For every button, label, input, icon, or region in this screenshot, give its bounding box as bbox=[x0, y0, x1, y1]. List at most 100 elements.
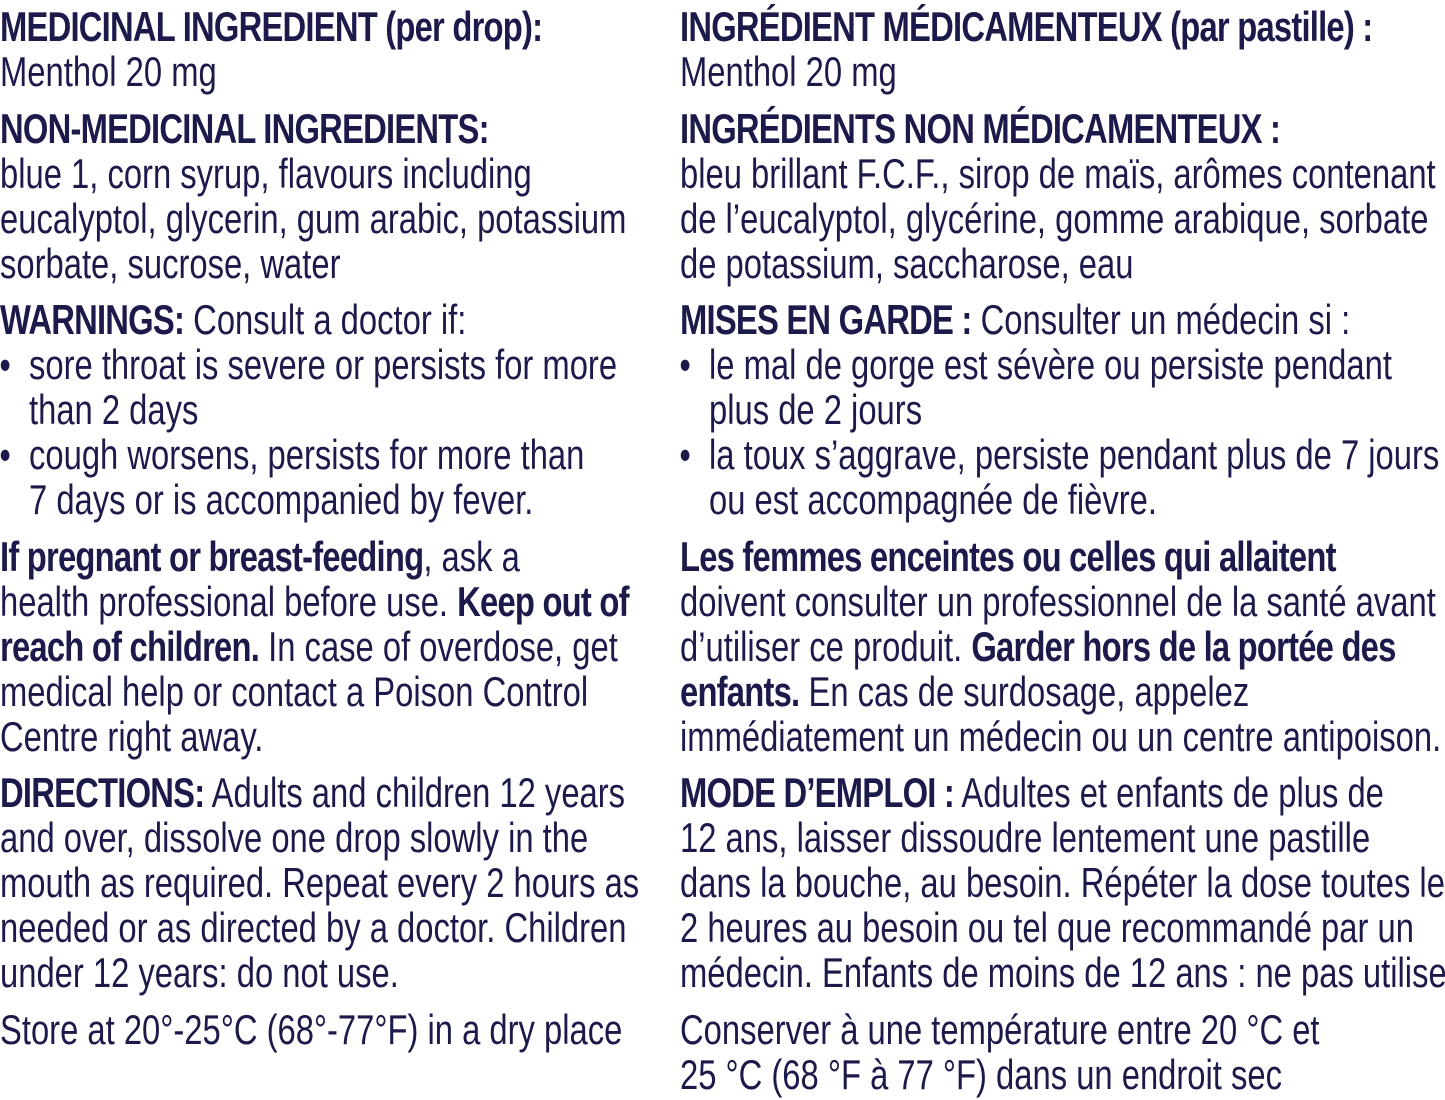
body-text: d’utiliser ce produit. bbox=[680, 622, 972, 670]
bold-text: MEDICINAL INGREDIENT (per drop): bbox=[0, 3, 543, 50]
body-text: Menthol 20 mg bbox=[0, 48, 217, 95]
text-line: needed or as directed by a doctor. Child… bbox=[0, 903, 626, 953]
french-column: INGRÉDIENT MÉDICAMENTEUX (par pastille) … bbox=[679, 0, 1445, 1100]
text-line: • cough worsens, persists for more than bbox=[0, 430, 585, 480]
bold-text: INGRÉDIENTS NON MÉDICAMENTEUX : bbox=[680, 104, 1281, 152]
english-column: MEDICINAL INGREDIENT (per drop): Menthol … bbox=[0, 0, 670, 1098]
text-line: Menthol 20 mg bbox=[0, 47, 217, 97]
body-text: ou est accompagnée de fièvre. bbox=[709, 476, 1158, 523]
text-line: • sore throat is severe or persists for m… bbox=[0, 340, 618, 390]
bold-text: MISES EN GARDE : bbox=[680, 296, 972, 343]
body-text: de l’eucalyptol, glycérine, gomme arabiq… bbox=[680, 194, 1429, 242]
text-line: ou est accompagnée de fièvre. bbox=[709, 475, 1157, 525]
text-line: Les femmes enceintes ou celles qui allai… bbox=[680, 532, 1337, 582]
text-line: INGRÉDIENT MÉDICAMENTEUX (par pastille) … bbox=[680, 2, 1373, 52]
bold-text: reach of children. bbox=[0, 622, 260, 670]
text-line: Store at 20°-25°C (68°-77°F) in a dry pl… bbox=[0, 1005, 622, 1055]
body-text: , ask a bbox=[423, 532, 520, 580]
text-line: 7 days or is accompanied by fever. bbox=[29, 475, 533, 525]
bullet-icon: • bbox=[0, 341, 11, 388]
body-text: Adults and children 12 years bbox=[204, 769, 626, 816]
text-line: than 2 days bbox=[29, 385, 198, 435]
text-line: • le mal de gorge est sévère ou persiste … bbox=[679, 340, 1392, 390]
text-line: MEDICINAL INGREDIENT (per drop): bbox=[0, 2, 543, 52]
body-text: 25 °C (68 °F à 77 °F) dans un endroit se… bbox=[680, 1050, 1282, 1098]
bold-text: Keep out of bbox=[457, 577, 629, 625]
body-text: 2 heures au besoin ou tel que recommandé… bbox=[680, 904, 1414, 951]
body-text: immédiatement un médecin ou un centre an… bbox=[680, 712, 1442, 760]
text-line: • la toux s’aggrave, persiste pendant plu… bbox=[679, 430, 1440, 480]
bullet-icon: • bbox=[679, 341, 691, 388]
text-line: If pregnant or breast-feeding, ask a bbox=[0, 532, 520, 582]
body-text: bleu brillant F.C.F., sirop de maïs, arô… bbox=[680, 149, 1436, 197]
body-text: medical help or contact a Poison Control bbox=[0, 667, 589, 715]
body-text: Store at 20°-25°C (68°-77°F) in a dry pl… bbox=[0, 1005, 623, 1053]
text-line: plus de 2 jours bbox=[709, 385, 922, 435]
body-text: sorbate, sucrose, water bbox=[0, 239, 341, 287]
text-line: d’utiliser ce produit. Garder hors de la… bbox=[680, 622, 1396, 672]
text-line: doivent consulter un professionnel de la… bbox=[680, 577, 1436, 627]
bold-text: Les femmes enceintes ou celles qui allai… bbox=[680, 532, 1337, 580]
body-text: la toux s’aggrave, persiste pendant plus… bbox=[709, 431, 1440, 478]
text-line: sorbate, sucrose, water bbox=[0, 239, 340, 289]
bold-text: NON-MEDICINAL INGREDIENTS: bbox=[0, 104, 489, 152]
body-text: sore throat is severe or persists for mo… bbox=[29, 341, 618, 388]
body-text: doivent consulter un professionnel de la… bbox=[680, 577, 1436, 625]
body-text: mouth as required. Repeat every 2 hours … bbox=[0, 859, 640, 906]
body-text: Adultes et enfants de plus de bbox=[954, 769, 1384, 816]
text-line: reach of children. In case of overdose, … bbox=[0, 622, 618, 672]
bold-text: WARNINGS: bbox=[0, 296, 185, 343]
bold-text: Garder hors de la portée des bbox=[971, 622, 1396, 670]
text-line: blue 1, corn syrup, flavours including bbox=[0, 149, 532, 199]
body-text: En cas de surdosage, appelez bbox=[799, 667, 1250, 715]
body-text: médecin. Enfants de moins de 12 ans : ne… bbox=[680, 949, 1445, 996]
text-line: 2 heures au besoin ou tel que recommandé… bbox=[680, 903, 1414, 953]
body-text: and over, dissolve one drop slowly in th… bbox=[0, 814, 589, 861]
text-line: health professional before use. Keep out… bbox=[0, 577, 629, 627]
text-line: mouth as required. Repeat every 2 hours … bbox=[0, 858, 639, 908]
text-line: médecin. Enfants de moins de 12 ans : ne… bbox=[680, 948, 1445, 998]
text-line: MISES EN GARDE : Consulter un médecin si… bbox=[680, 295, 1350, 345]
text-line: Conserver à une température entre 20 °C … bbox=[680, 1005, 1320, 1055]
text-line: NON-MEDICINAL INGREDIENTS: bbox=[0, 104, 489, 154]
text-line: WARNINGS: Consult a doctor if: bbox=[0, 295, 466, 345]
text-line: bleu brillant F.C.F., sirop de maïs, arô… bbox=[680, 149, 1436, 199]
text-line: eucalyptol, glycerin, gum arabic, potass… bbox=[0, 194, 626, 244]
body-text: dans la bouche, au besoin. Répéter la do… bbox=[680, 859, 1445, 906]
text-line: enfants. En cas de surdosage, appelez bbox=[680, 667, 1249, 717]
body-text: Centre right away. bbox=[0, 712, 264, 760]
body-text: Menthol 20 mg bbox=[680, 48, 897, 95]
body-text: health professional before use. bbox=[0, 577, 458, 625]
text-line: Menthol 20 mg bbox=[680, 47, 897, 97]
body-text: 7 days or is accompanied by fever. bbox=[29, 476, 534, 523]
text-line: DIRECTIONS: Adults and children 12 years bbox=[0, 768, 625, 818]
text-line: 25 °C (68 °F à 77 °F) dans un endroit se… bbox=[680, 1050, 1282, 1100]
body-text: blue 1, corn syrup, flavours including bbox=[0, 149, 532, 197]
bold-text: MODE D’EMPLOI : bbox=[680, 769, 955, 816]
bold-text: DIRECTIONS: bbox=[0, 769, 205, 816]
body-text: Conserver à une température entre 20 °C … bbox=[680, 1005, 1320, 1053]
body-text: In case of overdose, get bbox=[259, 622, 618, 670]
body-text: cough worsens, persists for more than bbox=[29, 431, 585, 478]
text-line: dans la bouche, au besoin. Répéter la do… bbox=[680, 858, 1445, 908]
body-text: 12 ans, laisser dissoudre lentement une … bbox=[680, 814, 1371, 861]
body-text: Consulter un médecin si : bbox=[971, 296, 1351, 343]
body-text: le mal de gorge est sévère ou persiste p… bbox=[709, 341, 1392, 388]
text-line: and over, dissolve one drop slowly in th… bbox=[0, 813, 588, 863]
body-text: than 2 days bbox=[29, 386, 199, 433]
body-text: needed or as directed by a doctor. Child… bbox=[0, 904, 627, 951]
text-line: immédiatement un médecin ou un centre an… bbox=[680, 712, 1441, 762]
text-line: Centre right away. bbox=[0, 712, 263, 762]
text-line: medical help or contact a Poison Control bbox=[0, 667, 588, 717]
text-line: de potassium, saccharose, eau bbox=[680, 239, 1133, 289]
text-line: MODE D’EMPLOI : Adultes et enfants de pl… bbox=[680, 768, 1384, 818]
body-text: plus de 2 jours bbox=[709, 386, 923, 433]
body-text: eucalyptol, glycerin, gum arabic, potass… bbox=[0, 194, 627, 242]
bullet-icon: • bbox=[0, 431, 11, 478]
text-line: de l’eucalyptol, glycérine, gomme arabiq… bbox=[680, 194, 1428, 244]
bold-text: If pregnant or breast-feeding bbox=[0, 532, 424, 580]
text-line: INGRÉDIENTS NON MÉDICAMENTEUX : bbox=[680, 104, 1281, 154]
bold-text: enfants. bbox=[680, 667, 800, 715]
body-text: de potassium, saccharose, eau bbox=[680, 239, 1134, 287]
text-line: under 12 years: do not use. bbox=[0, 948, 399, 998]
